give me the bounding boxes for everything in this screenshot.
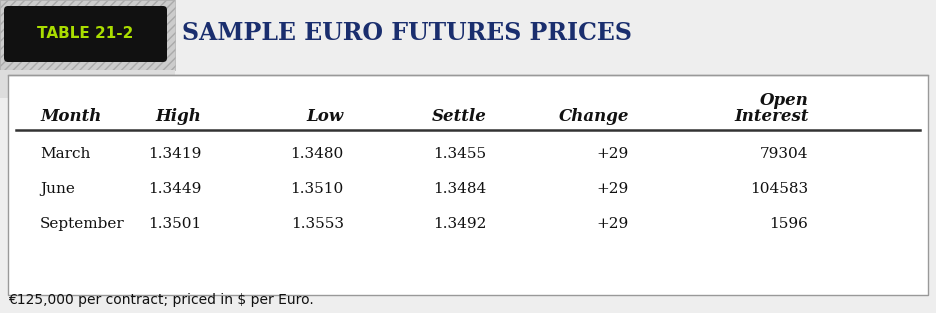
- Text: 104583: 104583: [751, 182, 809, 196]
- Text: TABLE 21-2: TABLE 21-2: [37, 25, 133, 40]
- Text: 1.3553: 1.3553: [291, 217, 344, 231]
- Bar: [8, 75, 928, 295]
- Bar: [0, 0, 175, 70]
- Text: 1.3449: 1.3449: [148, 182, 201, 196]
- Text: 1.3480: 1.3480: [290, 147, 344, 161]
- Text: 1.3484: 1.3484: [433, 182, 487, 196]
- Text: 79304: 79304: [760, 147, 809, 161]
- Text: March: March: [40, 147, 91, 161]
- Text: 1.3419: 1.3419: [148, 147, 201, 161]
- Text: +29: +29: [597, 182, 629, 196]
- Text: 1.3510: 1.3510: [290, 182, 344, 196]
- Text: Open: Open: [759, 92, 809, 109]
- Text: Month: Month: [40, 108, 102, 125]
- Text: €125,000 per contract; priced in $ per Euro.: €125,000 per contract; priced in $ per E…: [8, 293, 314, 307]
- Text: 1596: 1596: [769, 217, 809, 231]
- Text: +29: +29: [597, 147, 629, 161]
- Text: 1.3492: 1.3492: [433, 217, 487, 231]
- Text: 1.3455: 1.3455: [433, 147, 487, 161]
- Text: Interest: Interest: [734, 108, 809, 125]
- Text: High: High: [155, 108, 201, 125]
- Text: +29: +29: [597, 217, 629, 231]
- Text: Low: Low: [307, 108, 344, 125]
- Text: Settle: Settle: [431, 108, 487, 125]
- Text: Change: Change: [559, 108, 629, 125]
- Text: SAMPLE EURO FUTURES PRICES: SAMPLE EURO FUTURES PRICES: [182, 21, 632, 45]
- Text: September: September: [40, 217, 124, 231]
- Bar: [0, 0, 175, 70]
- Bar: [0, 70, 175, 98]
- Text: June: June: [40, 182, 75, 196]
- Text: 1.3501: 1.3501: [148, 217, 201, 231]
- FancyBboxPatch shape: [4, 6, 167, 62]
